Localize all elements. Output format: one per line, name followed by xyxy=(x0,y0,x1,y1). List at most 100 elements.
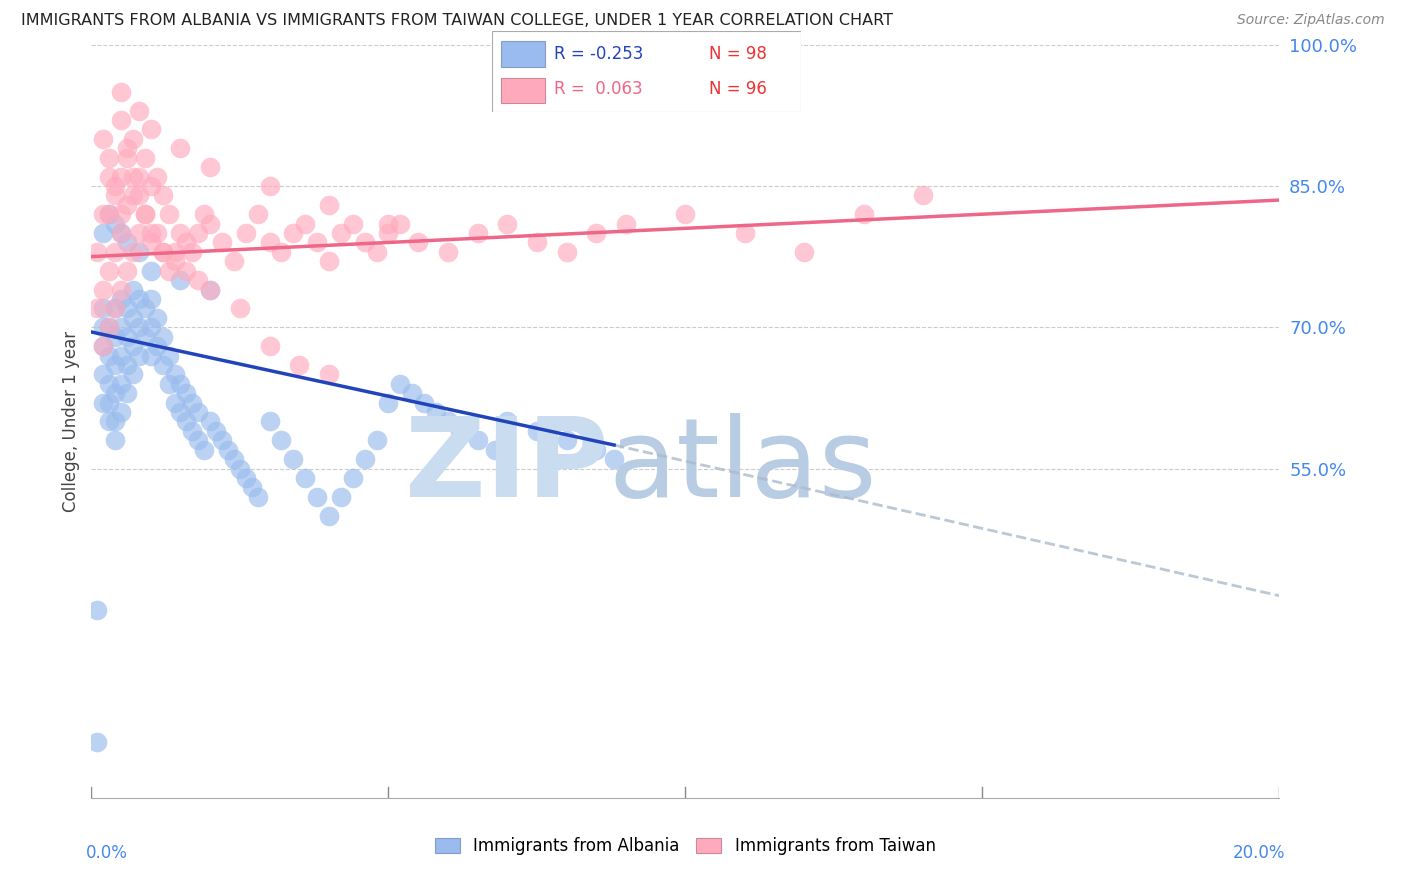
Point xyxy=(98,320,121,334)
Point xyxy=(115,264,138,278)
Text: ZIP: ZIP xyxy=(405,413,609,520)
Point xyxy=(585,442,607,457)
Point xyxy=(734,226,756,240)
Point xyxy=(98,414,121,429)
Point xyxy=(318,368,340,382)
Point xyxy=(91,207,114,221)
Point xyxy=(259,414,281,429)
Text: N = 98: N = 98 xyxy=(709,45,766,62)
Point xyxy=(110,85,132,99)
Point xyxy=(283,226,305,240)
Point xyxy=(104,217,127,231)
Point xyxy=(122,368,145,382)
Point xyxy=(134,151,156,165)
Point xyxy=(307,235,329,250)
Point xyxy=(187,226,209,240)
Point xyxy=(134,207,156,221)
Point xyxy=(259,178,281,193)
Point xyxy=(104,301,127,316)
Point xyxy=(176,386,198,401)
Point xyxy=(104,188,127,202)
Point xyxy=(389,217,412,231)
Text: R = -0.253: R = -0.253 xyxy=(554,45,644,62)
Point xyxy=(181,424,204,438)
Point xyxy=(110,207,132,221)
Point xyxy=(181,395,204,409)
Point xyxy=(104,434,127,448)
Point xyxy=(496,217,519,231)
Point xyxy=(86,244,108,259)
Point xyxy=(98,320,121,334)
Point xyxy=(98,395,121,409)
Point xyxy=(115,329,138,343)
Point xyxy=(852,207,875,221)
Point xyxy=(128,169,150,184)
Point xyxy=(187,434,209,448)
Point xyxy=(157,207,180,221)
Point xyxy=(115,358,138,372)
Point xyxy=(169,141,191,155)
Point xyxy=(163,368,186,382)
Point xyxy=(246,207,269,221)
Point xyxy=(110,320,132,334)
Point xyxy=(128,103,150,118)
Point xyxy=(91,283,114,297)
Point xyxy=(139,320,162,334)
Point xyxy=(157,349,180,363)
Point xyxy=(139,178,162,193)
Point xyxy=(86,735,108,749)
Point xyxy=(152,188,174,202)
Point xyxy=(270,434,292,448)
Point xyxy=(139,226,162,240)
Point xyxy=(152,244,174,259)
Point xyxy=(294,217,316,231)
Point xyxy=(200,160,222,174)
Point xyxy=(91,395,114,409)
Point xyxy=(176,414,198,429)
Point xyxy=(128,188,150,202)
Point xyxy=(436,244,458,259)
Point xyxy=(288,358,311,372)
Point xyxy=(555,244,578,259)
Point xyxy=(122,339,145,353)
Point xyxy=(200,283,222,297)
Point xyxy=(91,301,114,316)
Point xyxy=(229,301,252,316)
Point xyxy=(259,235,281,250)
Point xyxy=(193,207,215,221)
Point xyxy=(134,329,156,343)
Point xyxy=(259,339,281,353)
Point xyxy=(122,188,145,202)
Point xyxy=(110,226,132,240)
Point xyxy=(389,376,412,391)
Point xyxy=(152,329,174,343)
Point xyxy=(163,254,186,268)
Point xyxy=(145,310,167,325)
Point xyxy=(467,434,489,448)
Point xyxy=(401,386,423,401)
Point xyxy=(139,292,162,306)
Point xyxy=(353,452,375,467)
Point xyxy=(342,217,364,231)
Point xyxy=(152,244,174,259)
Legend: Immigrants from Albania, Immigrants from Taiwan: Immigrants from Albania, Immigrants from… xyxy=(429,830,942,862)
Point xyxy=(526,235,548,250)
Point xyxy=(270,244,292,259)
Point xyxy=(307,490,329,504)
Point xyxy=(793,244,815,259)
Point xyxy=(467,226,489,240)
Point xyxy=(235,471,257,485)
Point xyxy=(115,301,138,316)
Point xyxy=(122,169,145,184)
Point xyxy=(377,226,399,240)
Point xyxy=(413,395,436,409)
Point xyxy=(169,376,191,391)
Point xyxy=(200,414,222,429)
FancyBboxPatch shape xyxy=(502,78,544,103)
Point xyxy=(128,292,150,306)
Point xyxy=(585,226,607,240)
Y-axis label: College, Under 1 year: College, Under 1 year xyxy=(62,331,80,512)
Point xyxy=(294,471,316,485)
Text: IMMIGRANTS FROM ALBANIA VS IMMIGRANTS FROM TAIWAN COLLEGE, UNDER 1 YEAR CORRELAT: IMMIGRANTS FROM ALBANIA VS IMMIGRANTS FR… xyxy=(21,13,893,29)
Point xyxy=(122,132,145,146)
